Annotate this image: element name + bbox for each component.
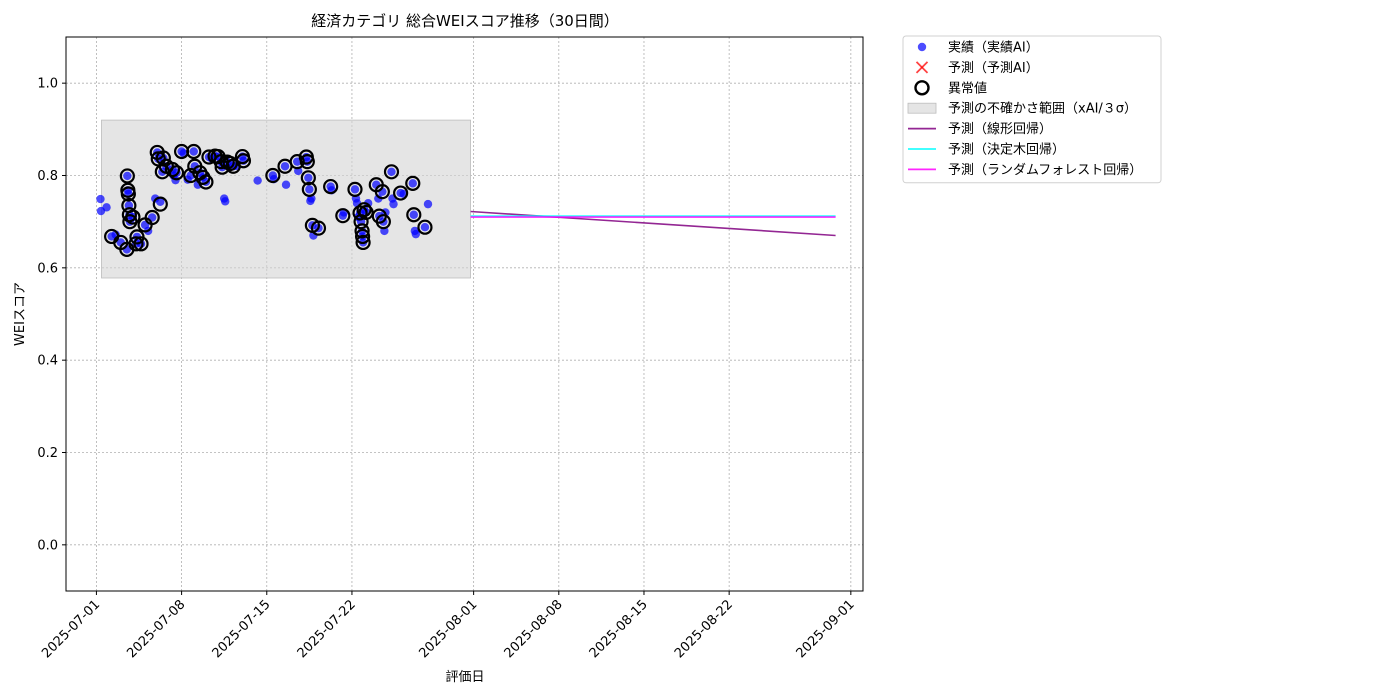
- actual-point: [408, 179, 417, 188]
- legend-ring-marker: [914, 80, 930, 96]
- y-axis-label: WEIスコア: [13, 282, 28, 346]
- actual-point: [123, 171, 132, 181]
- actual-point: [96, 194, 105, 204]
- plot-frame: [65, 36, 864, 592]
- anomaly-ring: [354, 228, 371, 245]
- actual-point: [253, 176, 262, 185]
- legend-entry-label: 予測（予測AI）: [948, 61, 1039, 76]
- anomaly-ring: [289, 154, 305, 170]
- anomaly-ring: [164, 161, 181, 178]
- anomaly-ring: [356, 202, 372, 218]
- y-tick-label: 0.8: [37, 169, 58, 184]
- anomaly-ring: [214, 159, 230, 175]
- anomaly-rings-layer: [104, 143, 433, 257]
- x-tick-label: 2025-08-15: [587, 597, 651, 661]
- anomaly-ring: [155, 150, 171, 166]
- regression-lines-layer: [470, 210, 836, 237]
- actual-point: [281, 180, 291, 189]
- anomaly-ring: [406, 207, 422, 223]
- anomaly-ring: [323, 178, 339, 195]
- anomaly-ring: [300, 170, 316, 186]
- anomaly-ring: [405, 175, 421, 191]
- x-tick-label: 2025-08-01: [416, 597, 480, 661]
- legend-entry-label: 予測（ランダムフォレスト回帰）: [948, 162, 1142, 178]
- anomaly-ring: [347, 181, 363, 197]
- actual-point: [420, 223, 430, 232]
- legend-cross-marker: [915, 61, 929, 74]
- anomaly-ring: [301, 181, 317, 197]
- x-tick-label: 2025-07-22: [295, 597, 359, 661]
- x-axis-label: 評価日: [445, 670, 484, 685]
- actual-point: [374, 194, 383, 203]
- anomaly-ring: [335, 208, 351, 224]
- actual-point: [423, 199, 433, 209]
- legend-dot-marker: [917, 42, 927, 52]
- anomaly-ring: [265, 167, 281, 184]
- y-tick-label: 0.2: [37, 446, 58, 461]
- actual-point: [305, 185, 314, 194]
- legend-entry-label: 異常値: [948, 80, 987, 96]
- chart-title: 経済カテゴリ 総合WEIスコア推移（30日間）: [311, 12, 619, 30]
- anomaly-ring: [120, 186, 136, 202]
- anomaly-ring: [168, 165, 185, 181]
- legend-frame: [902, 35, 1162, 184]
- y-tick-label: 0.0: [37, 538, 58, 553]
- anomaly-ring: [299, 154, 315, 170]
- actual-point: [409, 210, 419, 219]
- actual-point: [220, 197, 230, 206]
- anomaly-ring: [152, 196, 168, 212]
- y-tick-label: 0.4: [37, 354, 58, 369]
- anomaly-ring: [119, 168, 135, 184]
- actual-point: [102, 203, 111, 212]
- anomaly-ring: [358, 204, 374, 221]
- x-tick-label: 2025-07-08: [124, 597, 188, 661]
- actual-point: [304, 173, 313, 183]
- y-tick-label: 1.0: [37, 77, 58, 92]
- anomaly-ring: [354, 223, 370, 239]
- anomaly-ring: [352, 205, 368, 221]
- anomaly-ring: [144, 209, 160, 226]
- actual-point: [189, 147, 198, 156]
- legend-cross-stroke: [915, 61, 929, 74]
- anomaly-ring: [393, 185, 409, 201]
- anomaly-ring: [235, 153, 252, 169]
- x-tick-label: 2025-09-01: [794, 597, 858, 661]
- anomaly-ring: [125, 209, 141, 225]
- actual-point: [280, 162, 290, 171]
- x-tick-label: 2025-07-15: [210, 597, 274, 661]
- x-tick-label: 2025-08-22: [672, 597, 736, 661]
- anomaly-ring: [198, 174, 214, 190]
- anomaly-ring: [355, 234, 371, 251]
- anomaly-ring: [417, 219, 433, 235]
- linear-regression-line: [470, 210, 836, 237]
- anomaly-ring: [374, 184, 390, 200]
- legend-entry-label: 実績（実績AI）: [948, 40, 1039, 56]
- anomaly-ring: [383, 164, 400, 180]
- actual-point: [411, 229, 421, 239]
- actual-point: [389, 199, 398, 209]
- legend-band-patch: [907, 102, 937, 114]
- anomaly-ring: [186, 143, 202, 160]
- actual-point: [387, 167, 396, 177]
- anomaly-ring: [128, 236, 144, 252]
- x-tick-label: 2025-08-08: [502, 597, 566, 661]
- legend-entry-label: 予測（決定木回帰）: [948, 142, 1065, 158]
- x-tick-label: 2025-07-01: [39, 597, 103, 661]
- anomaly-ring: [310, 220, 327, 236]
- anomaly-ring: [375, 214, 391, 230]
- legend-entry-label: 予測（線形回帰）: [948, 121, 1052, 137]
- y-tick-label: 0.6: [37, 261, 58, 276]
- actual-point: [350, 185, 360, 194]
- legend-entry-label: 予測の不確かさ範囲（xAI/３σ）: [948, 101, 1137, 117]
- anomaly-ring: [133, 236, 149, 252]
- actual-point: [156, 197, 165, 207]
